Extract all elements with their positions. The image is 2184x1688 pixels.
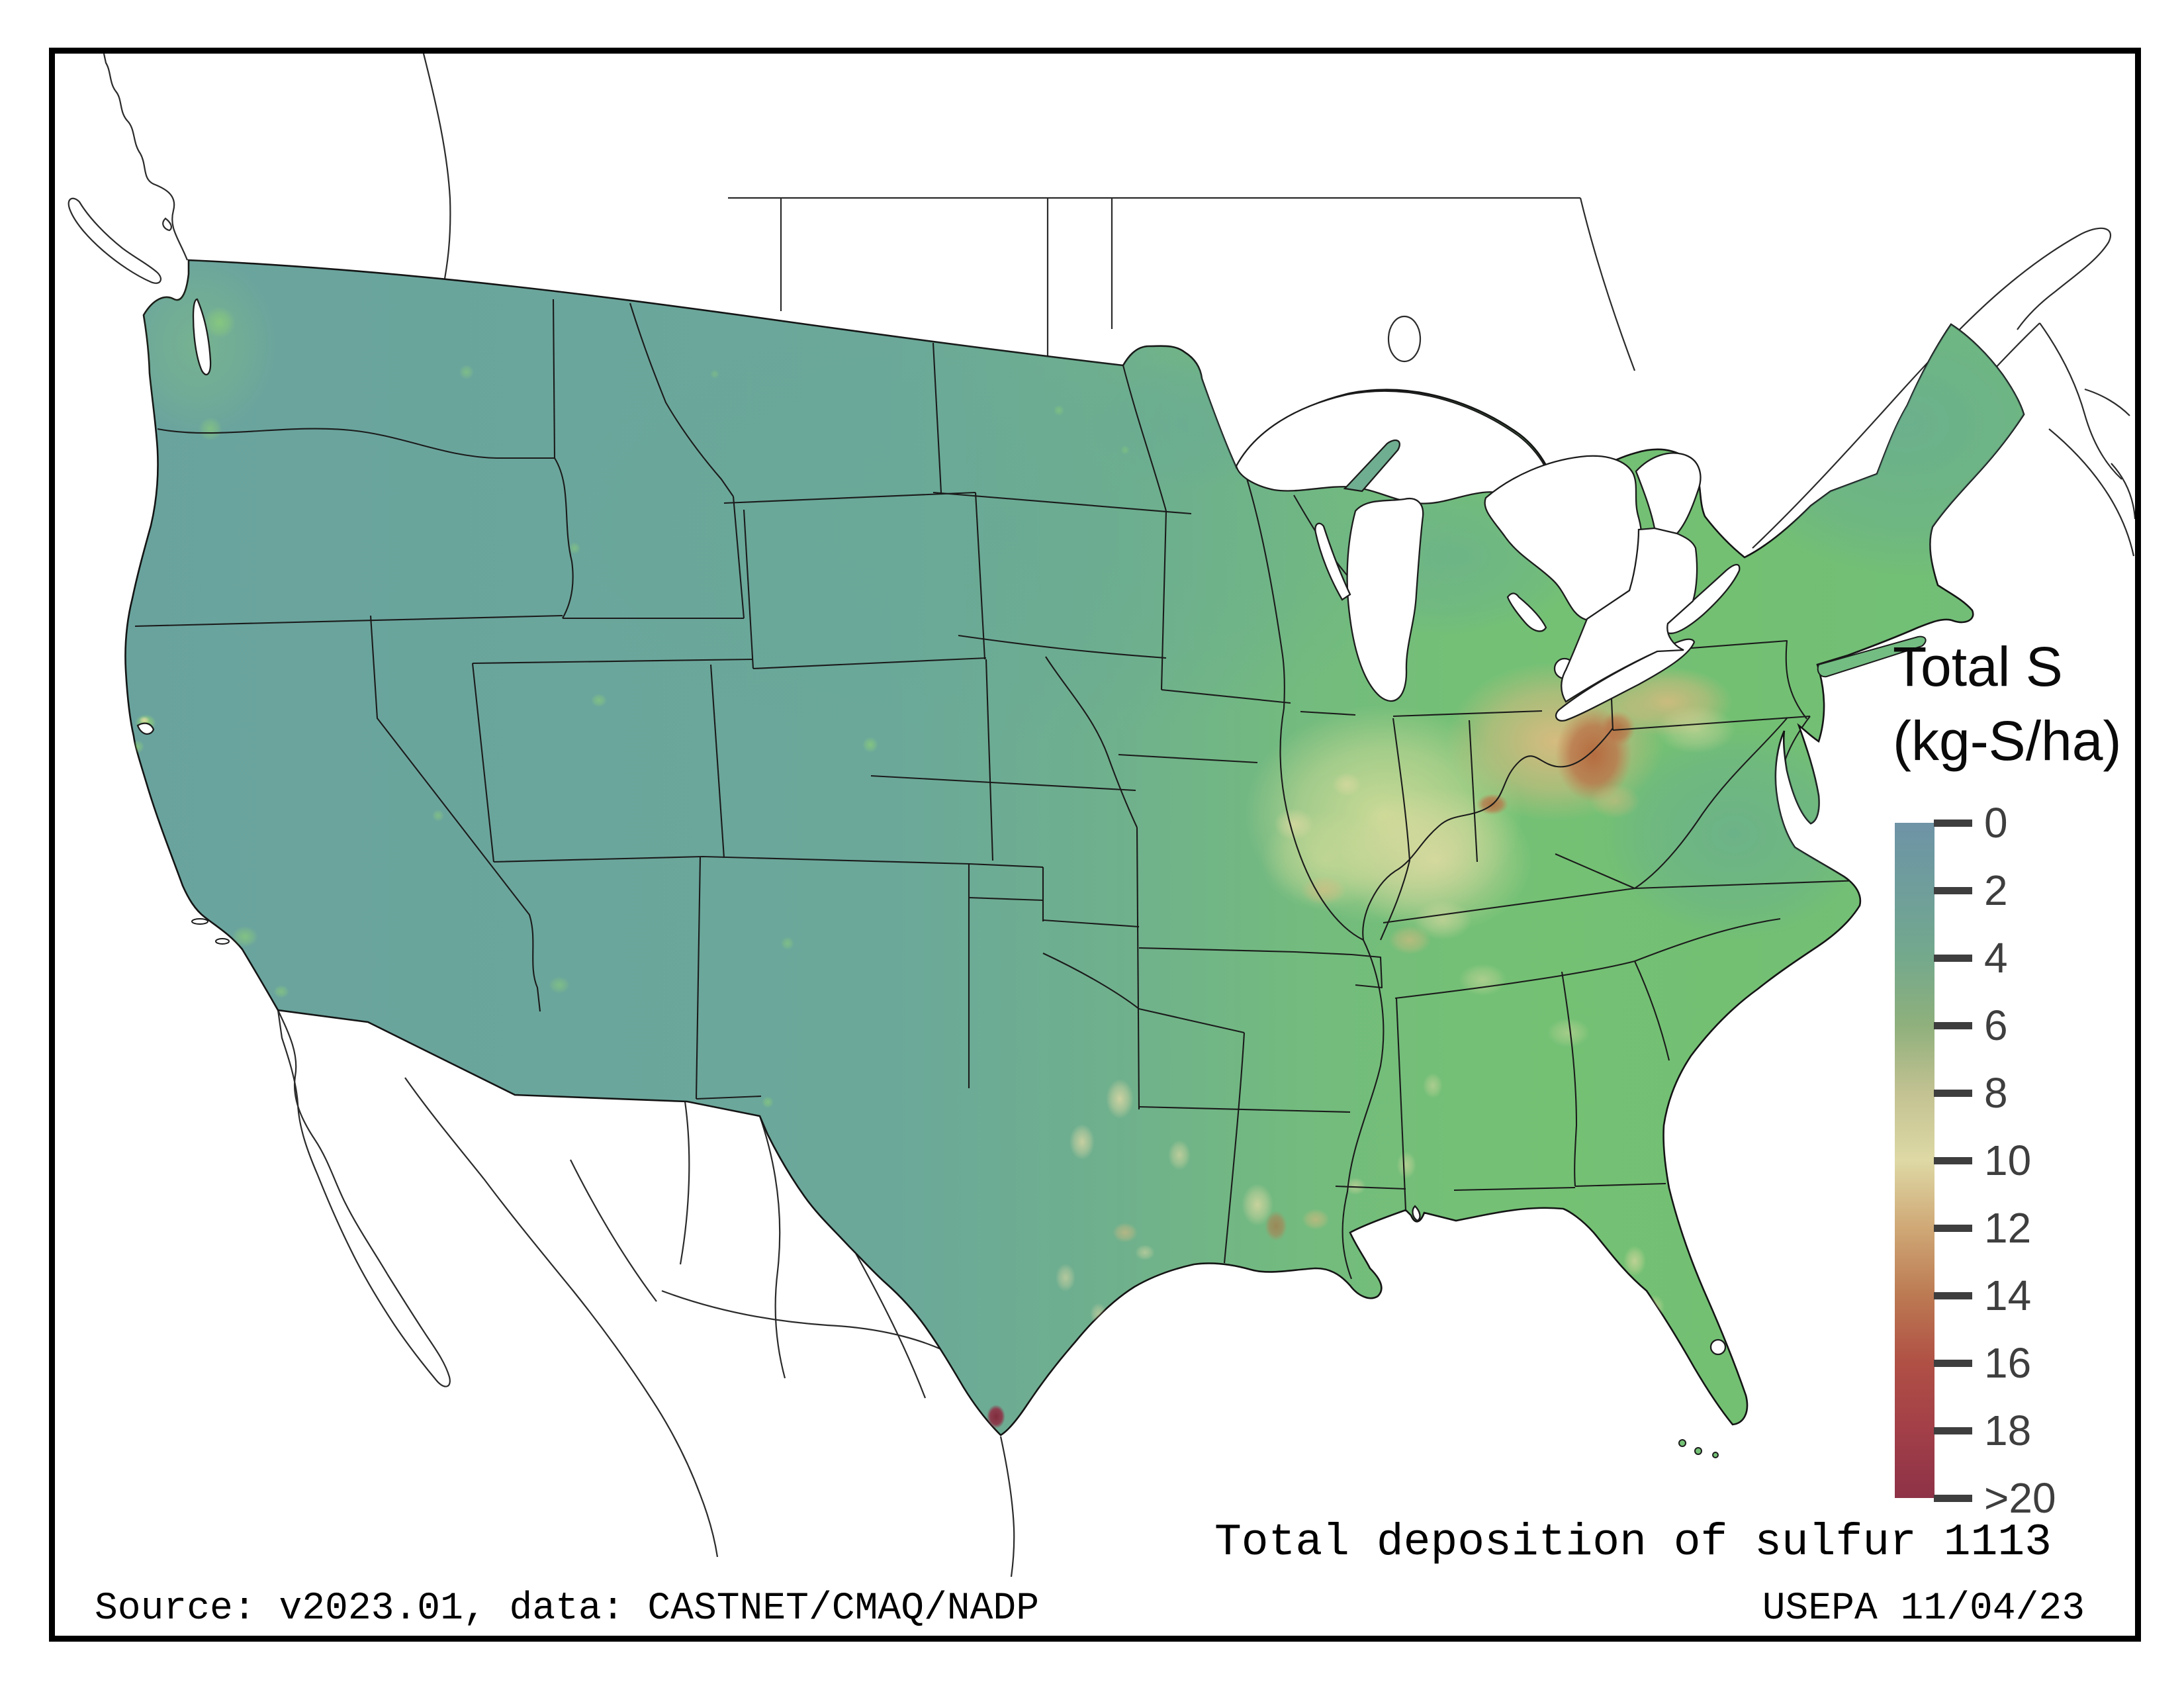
puget-sound	[192, 298, 212, 375]
ontario-peninsula	[1561, 527, 1698, 703]
legend-tick-mark	[1934, 1495, 1972, 1502]
legend-title: Total S (kg-S/ha)	[1893, 630, 2121, 778]
legend-tick-label: 16	[1984, 1339, 2032, 1387]
legend-tick-label: 18	[1984, 1407, 2032, 1454]
legend-tick-label: >20	[1984, 1474, 2056, 1522]
legend-tick-label: 2	[1984, 867, 2008, 914]
legend-tick-mark	[1934, 1225, 1972, 1232]
legend-title-line2: (kg-S/ha)	[1893, 709, 2122, 772]
legend-tick-label: 6	[1984, 1002, 2008, 1049]
legend-tick-label: 14	[1984, 1272, 2032, 1319]
legend-tick-mark	[1934, 1427, 1972, 1434]
legend-tick-mark	[1934, 887, 1972, 894]
source-credit: Source: v2023.01, data: CASTNET/CMAQ/NAD…	[95, 1587, 1040, 1630]
legend-tick-mark	[1934, 1360, 1972, 1367]
lake-okeechobee	[1709, 1338, 1727, 1356]
mexico-outline	[277, 1009, 1015, 1577]
legend-tick-mark	[1934, 1090, 1972, 1097]
great-lakes	[136, 298, 1741, 1356]
lake-michigan	[1346, 498, 1424, 702]
legend-colorbar	[1895, 823, 1934, 1498]
legend-tick-mark	[1934, 1157, 1972, 1164]
legend-title-line1: Total S	[1893, 635, 2063, 698]
state-borders	[134, 299, 1860, 1280]
green-bay	[1314, 522, 1351, 601]
saginaw-bay	[1506, 592, 1547, 632]
keweenaw-peninsula	[1343, 439, 1400, 492]
legend-tick-label: 0	[1984, 799, 2008, 847]
san-francisco-bay	[136, 722, 155, 735]
coastal-islands	[191, 635, 1927, 1458]
plot-frame	[49, 48, 2141, 1642]
map-title: Total deposition of sulfur 1113	[1214, 1517, 2052, 1568]
legend-tick-label: 10	[1984, 1137, 2032, 1184]
georgian-bay	[1635, 452, 1702, 540]
legend-tick-mark	[1934, 1022, 1972, 1029]
legend-tick-label: 12	[1984, 1204, 2032, 1252]
legend-tick-label: 4	[1984, 934, 2008, 982]
legend-tick-label: 8	[1984, 1069, 2008, 1117]
agency-date-stamp: USEPA 11/04/23	[1762, 1587, 2085, 1630]
legend-tick-mark	[1934, 955, 1972, 962]
long-island	[1817, 635, 1927, 678]
legend-tick-mark	[1934, 820, 1972, 827]
chesapeake-mouth	[1412, 1205, 1421, 1222]
legend-tick-mark	[1934, 1292, 1972, 1299]
